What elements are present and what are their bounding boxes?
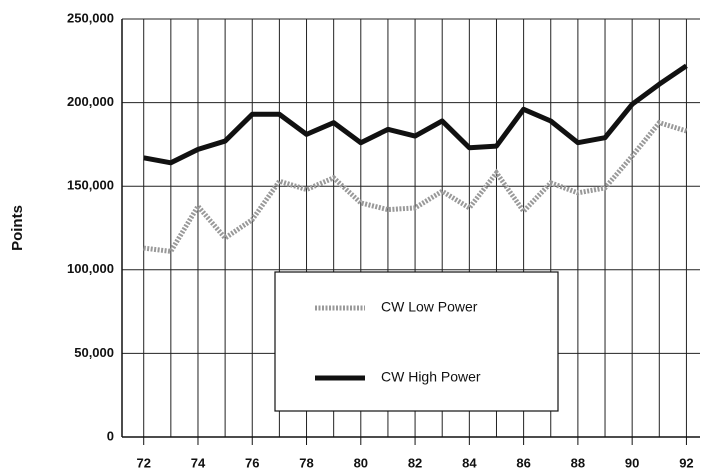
y-tick-label: 250,000 xyxy=(67,10,114,25)
legend-label: CW Low Power xyxy=(381,299,478,315)
y-axis-label: Points xyxy=(9,205,26,251)
x-tick-label: 72 xyxy=(136,455,150,470)
x-tick-label: 74 xyxy=(191,455,206,470)
x-tick-label: 86 xyxy=(516,455,530,470)
y-tick-label: 150,000 xyxy=(67,178,114,193)
legend-box xyxy=(274,271,559,412)
x-tick-label: 78 xyxy=(299,455,313,470)
y-tick-label: 100,000 xyxy=(67,261,114,276)
x-tick-label: 82 xyxy=(408,455,422,470)
y-tick-label: 0 xyxy=(107,428,114,443)
legend-label: CW High Power xyxy=(381,369,481,385)
x-tick-label: 76 xyxy=(245,455,259,470)
x-tick-label: 90 xyxy=(625,455,639,470)
x-tick-label: 84 xyxy=(462,455,477,470)
series-line xyxy=(143,119,688,255)
y-tick-label: 200,000 xyxy=(67,94,114,109)
x-tick-label: 88 xyxy=(571,455,585,470)
x-tick-label: 80 xyxy=(354,455,368,470)
series-line xyxy=(143,63,688,166)
x-tick-label: 92 xyxy=(679,455,693,470)
y-tick-label: 50,000 xyxy=(74,345,114,360)
